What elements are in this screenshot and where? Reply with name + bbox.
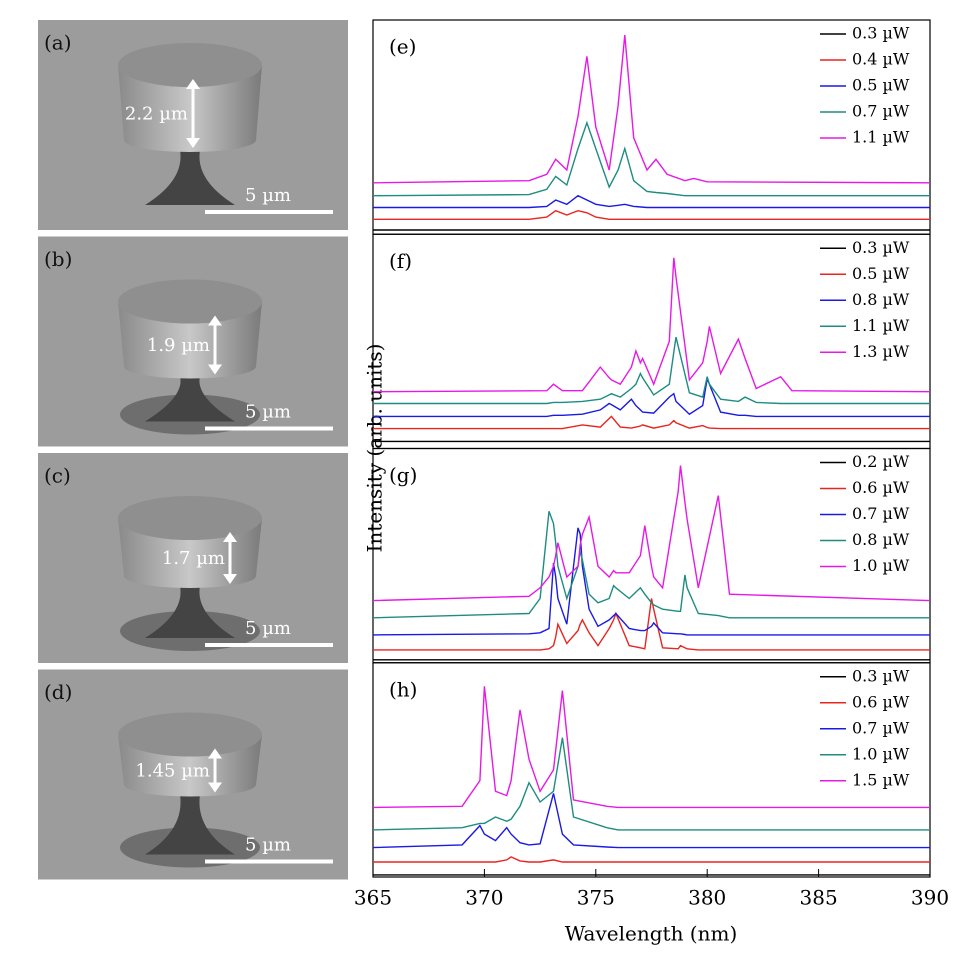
x-axis-label: Wavelength (nm) — [565, 922, 738, 946]
pillar-disk-top — [118, 43, 262, 87]
pillar-stem — [145, 794, 235, 855]
spectrum-line — [372, 737, 930, 831]
legend-label: 0.5 µW — [852, 76, 910, 95]
x-tick-label: 370 — [465, 886, 503, 910]
scale-label: 5 µm — [245, 618, 291, 639]
scale-label: 5 µm — [245, 402, 291, 423]
x-tick-label: 365 — [354, 886, 392, 910]
spectrum-line — [372, 793, 930, 849]
pillar-stem — [145, 586, 235, 638]
legend-label: 1.3 µW — [852, 342, 910, 361]
legend-label: 1.5 µW — [852, 770, 910, 789]
spectrum-line — [373, 856, 930, 863]
spectrum-line — [373, 336, 930, 405]
panel-label: (c) — [44, 464, 71, 488]
height-label: 2.2 µm — [125, 104, 188, 125]
spectrum-line — [373, 415, 930, 430]
pillar-disk-side — [118, 301, 262, 379]
legend-label: 0.2 µW — [852, 452, 910, 471]
x-tick-label: 380 — [688, 886, 726, 910]
legend-label: 0.4 µW — [852, 50, 910, 69]
height-label: 1.7 µm — [162, 548, 225, 569]
pillar-disk-top — [118, 496, 262, 540]
x-tick-label: 385 — [800, 886, 838, 910]
spectrum-line — [372, 686, 930, 809]
legend-label: 1.1 µW — [852, 316, 910, 335]
panel-title: (h) — [389, 677, 418, 701]
panel-frame — [372, 662, 931, 878]
height-label: 1.9 µm — [147, 335, 210, 356]
legend-label: 0.7 µW — [852, 102, 910, 121]
legend-label: 1.1 µW — [852, 128, 910, 147]
panel-frame — [372, 447, 931, 664]
pillar-disk-top — [118, 712, 262, 757]
spectrum-line — [372, 34, 931, 184]
legend-label: 0.8 µW — [852, 530, 910, 549]
spectrum-line — [372, 257, 931, 393]
panel-label: (b) — [44, 247, 72, 271]
legend-label: 0.8 µW — [852, 290, 910, 309]
legend-label: 1.0 µW — [852, 744, 910, 763]
x-tick-label: 375 — [577, 886, 615, 910]
panel-label: (a) — [44, 31, 72, 55]
legend-label: 0.7 µW — [852, 504, 910, 523]
height-label: 1.45 µm — [135, 761, 210, 782]
panel-title: (e) — [389, 35, 416, 59]
scale-label: 5 µm — [245, 185, 291, 206]
legend-label: 0.6 µW — [852, 692, 910, 711]
legend-label: 0.7 µW — [852, 718, 910, 737]
pillar-stem — [145, 150, 235, 205]
pillar-disk-side — [118, 65, 262, 152]
panel-label: (d) — [44, 680, 72, 704]
panel-title: (g) — [389, 463, 417, 487]
legend-label: 1.0 µW — [852, 556, 910, 575]
spectrum-line — [372, 527, 930, 636]
arrow-head — [208, 748, 222, 793]
pillar-stem — [145, 376, 235, 422]
legend-label: 0.5 µW — [852, 264, 910, 283]
pillar-disk-top — [118, 279, 262, 324]
legend-label: 0.3 µW — [852, 238, 910, 257]
spectrum-line — [373, 598, 930, 651]
legend-label: 0.3 µW — [852, 666, 910, 685]
legend-label: 0.6 µW — [852, 478, 910, 497]
spectrum-line — [373, 209, 930, 220]
spectrum-line — [373, 376, 930, 418]
panel-frame — [372, 19, 931, 235]
panel-title: (f) — [389, 249, 412, 273]
spectrum-line — [373, 194, 930, 209]
spectrum-line — [372, 120, 930, 197]
legend-label: 0.3 µW — [852, 24, 910, 43]
spectrum-line — [372, 465, 931, 602]
x-tick-label: 390 — [911, 886, 949, 910]
scale-label: 5 µm — [245, 835, 291, 856]
spectrum-line — [372, 511, 930, 619]
